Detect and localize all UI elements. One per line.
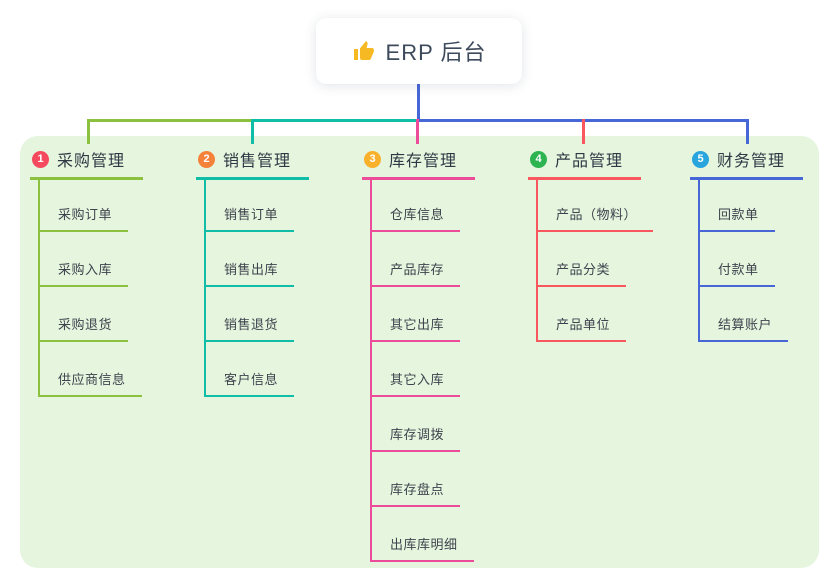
branch-children-spine	[698, 177, 700, 342]
child-node[interactable]: 产品（物料）	[536, 196, 654, 232]
child-node[interactable]: 销售退货	[204, 306, 295, 342]
root-node-label: ERP 后台	[385, 40, 487, 65]
branch-node-label: 销售管理	[223, 153, 292, 170]
child-node-label: 回款单	[718, 207, 759, 222]
connector-drop-branch-5	[746, 119, 749, 144]
child-node-label: 销售退货	[224, 317, 279, 332]
child-node-label: 产品库存	[390, 262, 445, 277]
child-node-label: 采购入库	[58, 262, 113, 277]
branch-index-badge: 1	[32, 150, 49, 168]
child-node[interactable]: 其它出库	[370, 306, 461, 342]
child-node[interactable]: 付款单	[698, 251, 775, 287]
child-node[interactable]: 出库库明细	[370, 526, 474, 562]
child-node-label: 其它入库	[390, 372, 445, 387]
child-node-label: 其它出库	[390, 317, 445, 332]
child-node-label: 出库库明细	[390, 537, 458, 552]
child-node[interactable]: 库存调拨	[370, 416, 461, 452]
child-node[interactable]: 销售出库	[204, 251, 295, 287]
branch-children-spine	[536, 177, 538, 342]
child-node[interactable]: 库存盘点	[370, 471, 461, 507]
branch-node-1[interactable]: 1 采购管理	[30, 148, 144, 180]
branch-node-label: 产品管理	[555, 153, 624, 170]
branch-index-badge: 3	[364, 150, 381, 168]
branch-children-spine	[38, 177, 40, 397]
branch-node-4[interactable]: 4 产品管理	[528, 148, 642, 180]
child-node[interactable]: 产品库存	[370, 251, 461, 287]
branch-node-label: 财务管理	[717, 153, 786, 170]
child-node-label: 付款单	[718, 262, 759, 277]
child-node[interactable]: 产品分类	[536, 251, 627, 287]
branch-node-5[interactable]: 5 财务管理	[690, 148, 804, 180]
branch-index-badge: 4	[530, 150, 547, 168]
child-node-label: 采购退货	[58, 317, 113, 332]
child-node-label: 库存调拨	[390, 427, 445, 442]
thumbs-up-icon	[352, 39, 376, 63]
branch-node-2[interactable]: 2 销售管理	[196, 148, 310, 180]
branches-panel-background	[20, 136, 819, 568]
child-node[interactable]: 仓库信息	[370, 196, 461, 232]
child-node-label: 采购订单	[58, 207, 113, 222]
branch-children-spine	[370, 177, 372, 562]
connector-drop-branch-3	[416, 119, 419, 144]
connector-horizontal-mid	[251, 119, 419, 122]
child-node[interactable]: 结算账户	[698, 306, 789, 342]
child-node-label: 产品分类	[556, 262, 611, 277]
child-node[interactable]: 产品单位	[536, 306, 627, 342]
child-node-label: 仓库信息	[390, 207, 445, 222]
child-node[interactable]: 销售订单	[204, 196, 295, 232]
child-node-label: 库存盘点	[390, 482, 445, 497]
child-node-label: 产品（物料）	[556, 207, 638, 222]
child-node-label: 结算账户	[718, 317, 773, 332]
child-node[interactable]: 采购订单	[38, 196, 129, 232]
branch-node-3[interactable]: 3 库存管理	[362, 148, 476, 180]
connector-drop-branch-4	[582, 119, 585, 144]
branch-node-label: 采购管理	[57, 153, 126, 170]
connector-horizontal-left	[87, 119, 254, 122]
child-node-label: 销售出库	[224, 262, 279, 277]
branch-index-badge: 2	[198, 150, 215, 168]
child-node-label: 供应商信息	[58, 372, 126, 387]
child-node-label: 销售订单	[224, 207, 279, 222]
child-node-label: 客户信息	[224, 372, 279, 387]
connector-drop-branch-1	[87, 119, 90, 144]
branch-node-label: 库存管理	[389, 153, 458, 170]
child-node-label: 产品单位	[556, 317, 611, 332]
connector-drop-branch-2	[251, 119, 254, 144]
child-node[interactable]: 客户信息	[204, 361, 295, 397]
child-node[interactable]: 采购入库	[38, 251, 129, 287]
child-node[interactable]: 其它入库	[370, 361, 461, 397]
branch-children-spine	[204, 177, 206, 397]
child-node[interactable]: 回款单	[698, 196, 775, 232]
root-connector-line	[416, 84, 420, 119]
child-node[interactable]: 采购退货	[38, 306, 129, 342]
child-node[interactable]: 供应商信息	[38, 361, 142, 397]
root-node[interactable]: ERP 后台	[316, 18, 522, 84]
branch-index-badge: 5	[692, 150, 709, 168]
